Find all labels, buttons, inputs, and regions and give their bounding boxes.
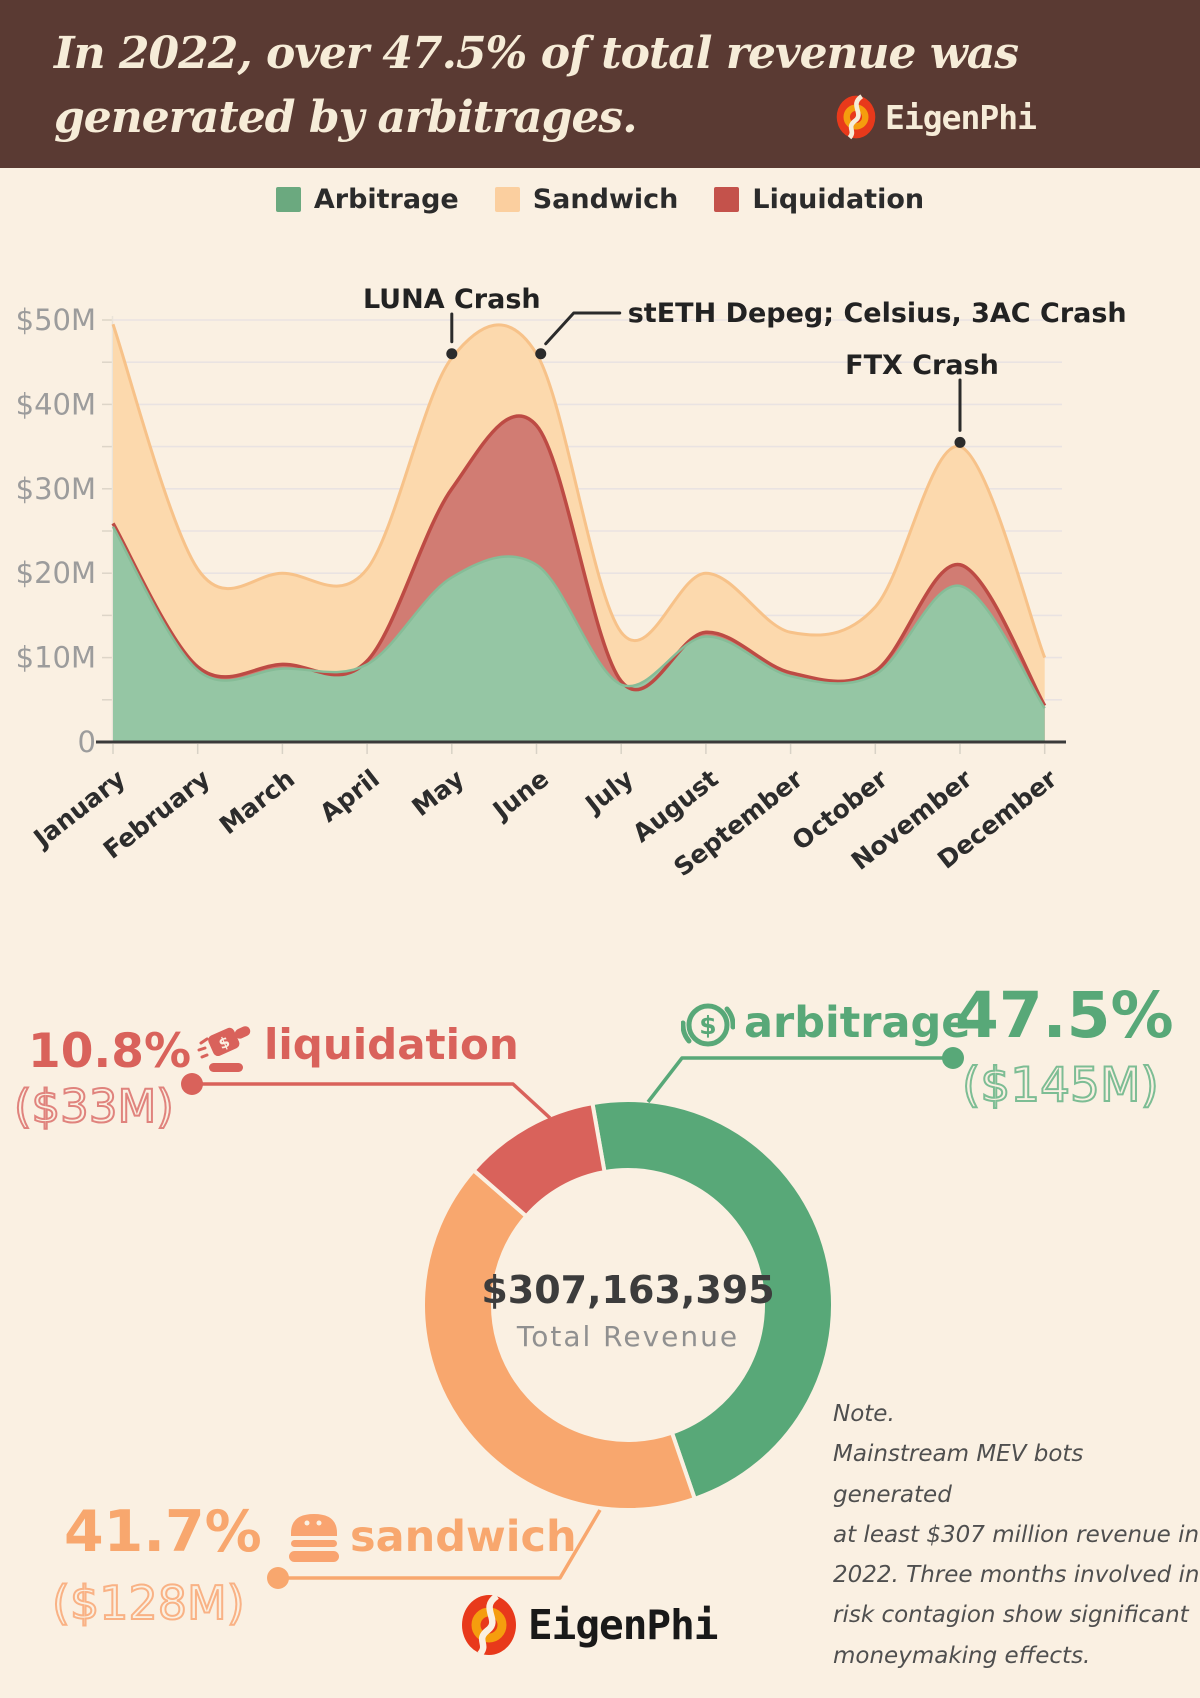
header-brand-name: EigenPhi [885,97,1037,137]
legend-label-sandwich: Sandwich [532,184,679,215]
svg-text:April: April [314,764,384,828]
arbitrage-percent: 47.5% [955,979,1174,1052]
svg-text:$10M: $10M [16,641,96,675]
legend-item-sandwich: Sandwich [494,184,679,215]
svg-text:0: 0 [78,725,96,759]
svg-text:March: March [214,764,300,840]
svg-text:$20M: $20M [16,556,96,590]
note-line: at least $307 million revenue in [833,1521,1200,1548]
eigenphi-logo-icon [836,94,876,140]
legend-label-liquidation: Liquidation [752,184,925,215]
title-line-1: In 2022, over 47.5% of total revenue was [54,28,1019,79]
stacked-area-chart: $50M$40M$30M$20M$10M0JanuaryFebruaryMarc… [16,284,1127,882]
header-brand: EigenPhi [836,94,1037,140]
legend-swatch-arbitrage [275,187,301,212]
donut-chart [181,1047,964,1589]
note-line: moneymaking effects. [833,1642,1091,1669]
legend-label-arbitrage: Arbitrage [313,184,459,215]
arbitrage-label: arbitrage [744,998,971,1048]
chart-legend: Arbitrage Sandwich Liquidation [0,184,1200,215]
legend-swatch-liquidation [714,187,740,212]
arbitrage-coin-icon: $ [681,1003,735,1047]
svg-text:May: May [407,764,470,822]
footer-brand-name: EigenPhi [528,1601,718,1649]
note-line: Note. [833,1401,895,1427]
legend-swatch-sandwich [494,187,520,212]
svg-text:$: $ [699,1011,716,1040]
svg-text:$30M: $30M [16,472,96,506]
svg-text:stETH Depeg; Celsius, 3AC Cras: stETH Depeg; Celsius, 3AC Crash [628,298,1127,329]
svg-text:July: July [579,764,639,820]
note-line: 2022. Three months involved in [833,1562,1200,1589]
svg-text:$40M: $40M [16,387,96,421]
sandwich-amount: ($128M) [51,1576,246,1630]
arbitrage-amount: ($145M) [961,1058,1160,1113]
svg-text:FTX Crash: FTX Crash [845,350,999,381]
legend-item-liquidation: Liquidation [714,184,924,215]
svg-text:LUNA Crash: LUNA Crash [363,284,541,315]
eigenphi-logo-icon [462,1594,516,1656]
title-line-2: generated by arbitrages. [54,92,638,143]
svg-text:$50M: $50M [16,303,96,337]
header: In 2022, over 47.5% of total revenue was… [0,0,1200,168]
liquidation-gavel-icon: $ [197,1026,251,1072]
sandwich-icon [289,1514,339,1562]
total-revenue-value: $307,163,395 [481,1268,775,1312]
footer-brand: EigenPhi [461,1594,718,1656]
donut-center: $307,163,395 Total Revenue [428,1268,828,1353]
note-line: Mainstream MEV bots generated [833,1441,1084,1508]
page-title: In 2022, over 47.5% of total revenue was… [54,22,1019,150]
sandwich-label: sandwich [350,1512,577,1562]
liquidation-percent: 10.8% [28,1024,192,1079]
total-revenue-label: Total Revenue [516,1320,740,1353]
note: Note. Mainstream MEV bots generated at l… [833,1394,1200,1676]
legend-item-arbitrage: Arbitrage [275,184,459,215]
sandwich-percent: 41.7% [64,1499,262,1565]
svg-text:June: June [486,764,554,826]
liquidation-label: liquidation [264,1020,519,1069]
note-line: risk contagion show significant [833,1602,1189,1629]
liquidation-amount: ($33M) [13,1080,175,1133]
